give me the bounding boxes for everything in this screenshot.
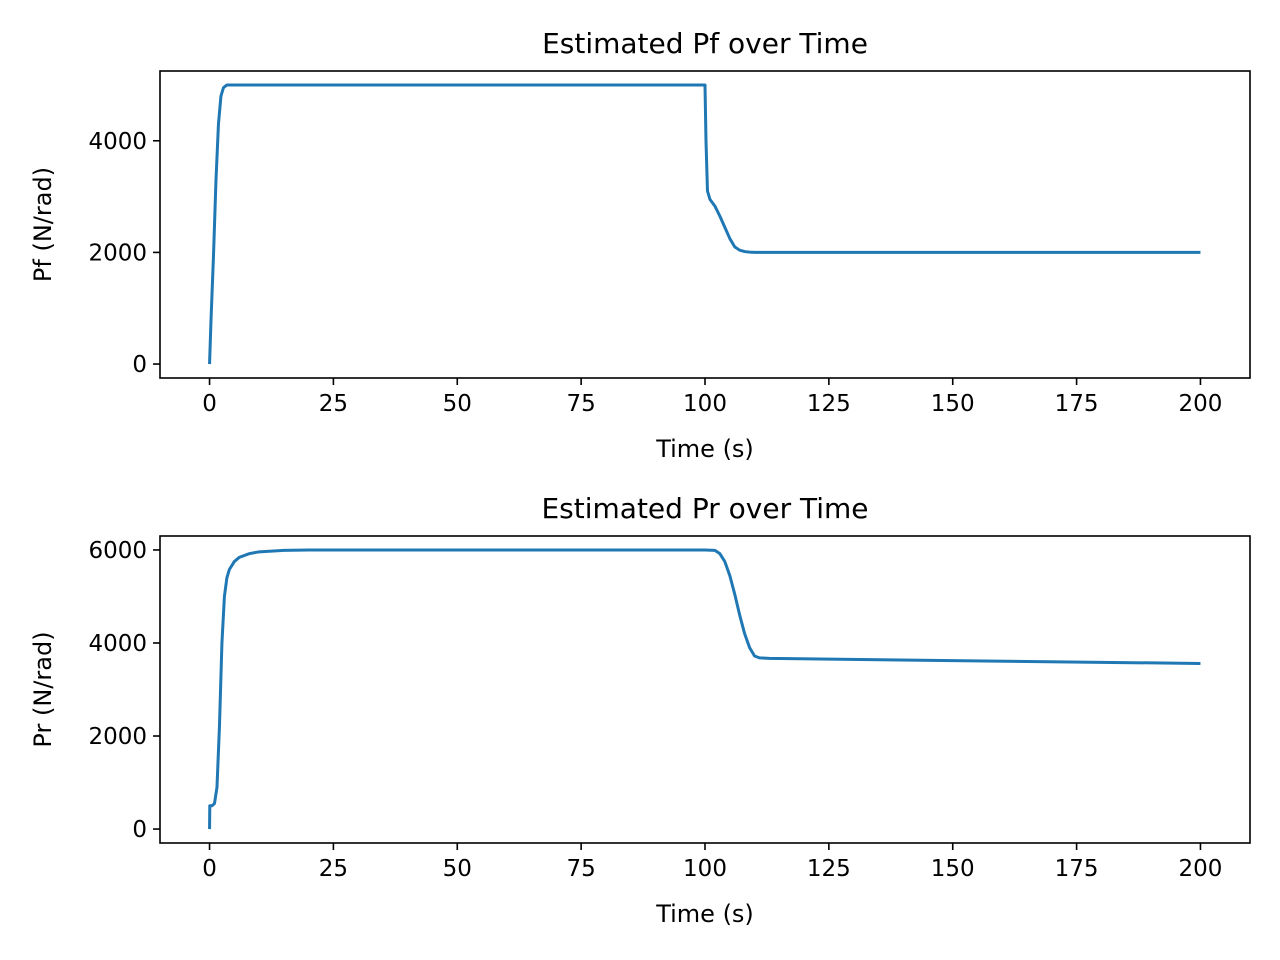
y-tick-label: 4000 [88, 631, 147, 657]
plot-frame [159, 535, 1251, 844]
x-tick-label: 0 [202, 391, 217, 417]
x-ticks: 0 25 50 75 100 125 150 175 200 [202, 378, 1222, 417]
x-tick-label: 125 [807, 391, 851, 417]
x-tick-label: 200 [1179, 391, 1223, 417]
x-axis-label: Time (s) [655, 900, 754, 928]
y-tick-label: 0 [132, 352, 147, 378]
x-tick-label: 0 [202, 856, 217, 882]
x-tick-label: 150 [931, 391, 975, 417]
x-tick-label: 25 [319, 856, 348, 882]
subplot-pr: Estimated Pr over Time 0 25 50 75 100 125 150 1… [29, 492, 1251, 928]
series-line [208, 548, 1201, 830]
y-tick-label: 2000 [88, 240, 147, 266]
x-tick-label: 50 [443, 856, 472, 882]
x-tick-label: 75 [566, 856, 595, 882]
y-axis-label: Pr (N/rad) [29, 631, 57, 747]
y-ticks: 0 2000 4000 [88, 129, 160, 378]
y-tick-label: 0 [132, 817, 147, 843]
x-tick-label: 150 [931, 856, 975, 882]
chart-title: Estimated Pf over Time [542, 27, 868, 60]
plot-frame [159, 70, 1251, 379]
series-line [208, 83, 1201, 365]
x-tick-label: 100 [683, 391, 727, 417]
x-ticks: 0 25 50 75 100 125 150 175 200 [202, 843, 1222, 882]
x-tick-label: 50 [443, 391, 472, 417]
x-tick-label: 100 [683, 856, 727, 882]
x-tick-label: 200 [1179, 856, 1223, 882]
y-ticks: 0 2000 4000 6000 [88, 538, 160, 843]
y-axis-label: Pf (N/rad) [29, 167, 57, 282]
y-tick-label: 6000 [88, 538, 147, 564]
x-tick-label: 125 [807, 856, 851, 882]
y-tick-label: 2000 [88, 724, 147, 750]
x-tick-label: 75 [566, 391, 595, 417]
x-tick-label: 175 [1055, 856, 1099, 882]
x-axis-label: Time (s) [655, 435, 754, 463]
y-tick-label: 4000 [88, 129, 147, 155]
x-tick-label: 175 [1055, 391, 1099, 417]
chart-title: Estimated Pr over Time [541, 492, 868, 525]
x-tick-label: 25 [319, 391, 348, 417]
subplot-pf: Estimated Pf over Time 0 25 50 75 100 125 150 1… [29, 27, 1251, 463]
